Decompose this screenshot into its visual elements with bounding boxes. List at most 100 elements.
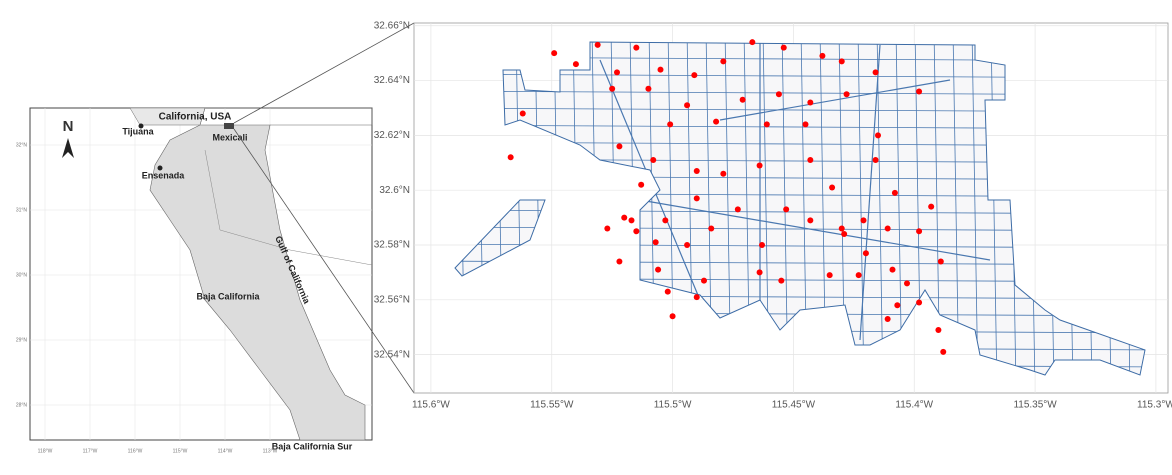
point (807, 157, 814, 164)
point (691, 72, 698, 79)
block-line (971, 42, 979, 375)
inset-lat-label: 32°N (16, 142, 28, 148)
point (884, 225, 891, 232)
point (734, 206, 741, 213)
city-dot (138, 123, 144, 129)
point (662, 217, 669, 224)
point (928, 203, 935, 210)
point (843, 91, 850, 98)
point (802, 121, 809, 128)
point (862, 250, 869, 257)
inset-lon-label: 116°W (128, 448, 143, 454)
inset-lon-label: 115°W (173, 448, 188, 454)
point (633, 44, 640, 51)
point (860, 217, 867, 224)
state-border (204, 149, 373, 266)
x-tick-label: 115.5°W (654, 400, 692, 411)
y-tick-label: 32.64°N (374, 75, 410, 86)
peninsula (149, 124, 366, 441)
road (639, 199, 991, 261)
point (807, 217, 814, 224)
point (664, 288, 671, 295)
point (780, 44, 787, 51)
zoom-line (233, 22, 415, 124)
point (841, 231, 848, 238)
point (684, 242, 691, 248)
road (719, 79, 951, 121)
north-arrow (62, 138, 74, 158)
point (604, 225, 611, 232)
point (701, 277, 707, 284)
x-tick-label: 115.45°W (772, 400, 816, 411)
point (875, 132, 881, 139)
point (638, 181, 645, 188)
block-line (990, 42, 998, 375)
inset-lon-label: 114°W (218, 448, 233, 454)
city-dot (157, 165, 163, 171)
inset-lon-label: 113°W (263, 448, 278, 454)
point (713, 118, 720, 125)
x-tick-label: 115.55°W (530, 400, 574, 411)
y-tick-label: 32.66°N (374, 20, 410, 31)
point (645, 85, 652, 92)
point (669, 313, 676, 320)
point (693, 195, 700, 202)
point (759, 242, 765, 248)
point (940, 348, 947, 355)
point (894, 302, 901, 309)
point (616, 143, 623, 150)
point (916, 228, 923, 235)
inset-lat-label: 29°N (16, 337, 28, 343)
place-label: Ensenada (142, 170, 186, 180)
zoom-line (233, 128, 415, 394)
point (652, 239, 659, 246)
point (829, 184, 836, 191)
mexicali-box (224, 123, 234, 129)
inset-lon-label: 118°W (38, 448, 53, 454)
point (763, 121, 770, 128)
north-label: N (63, 118, 74, 135)
y-tick-label: 32.54°N (374, 349, 410, 360)
point (572, 61, 579, 68)
point (720, 170, 727, 177)
point (616, 258, 623, 265)
point (889, 266, 896, 273)
x-tick-label: 115.35°W (1013, 400, 1057, 411)
point (884, 316, 891, 322)
point (739, 96, 746, 103)
point (937, 258, 944, 265)
point (838, 58, 845, 65)
point (916, 88, 923, 95)
point (684, 102, 691, 109)
inset-lat-label: 30°N (16, 272, 28, 278)
point (916, 299, 923, 306)
point (855, 272, 862, 279)
point (633, 228, 640, 235)
point (650, 157, 657, 164)
y-tick-label: 32.56°N (374, 294, 410, 305)
point (594, 41, 601, 48)
point (807, 99, 814, 106)
point (657, 66, 664, 73)
point (720, 58, 727, 65)
point (614, 69, 620, 76)
point (904, 280, 910, 287)
x-tick-label: 115.6°W (412, 400, 450, 411)
point (551, 50, 558, 57)
point (838, 225, 845, 232)
point (826, 272, 833, 279)
x-tick-label: 115.4°W (895, 400, 933, 411)
inset-lon-label: 117°W (83, 448, 98, 454)
place-label: California, USA (159, 112, 232, 123)
point (935, 326, 942, 333)
place-label: Tijuana (122, 126, 154, 136)
point (819, 52, 826, 59)
point (872, 157, 879, 164)
point (519, 110, 526, 117)
point (891, 189, 898, 196)
point (507, 154, 514, 161)
x-tick-label: 115.3°W (1137, 400, 1172, 411)
point (628, 217, 635, 224)
point (655, 266, 662, 273)
